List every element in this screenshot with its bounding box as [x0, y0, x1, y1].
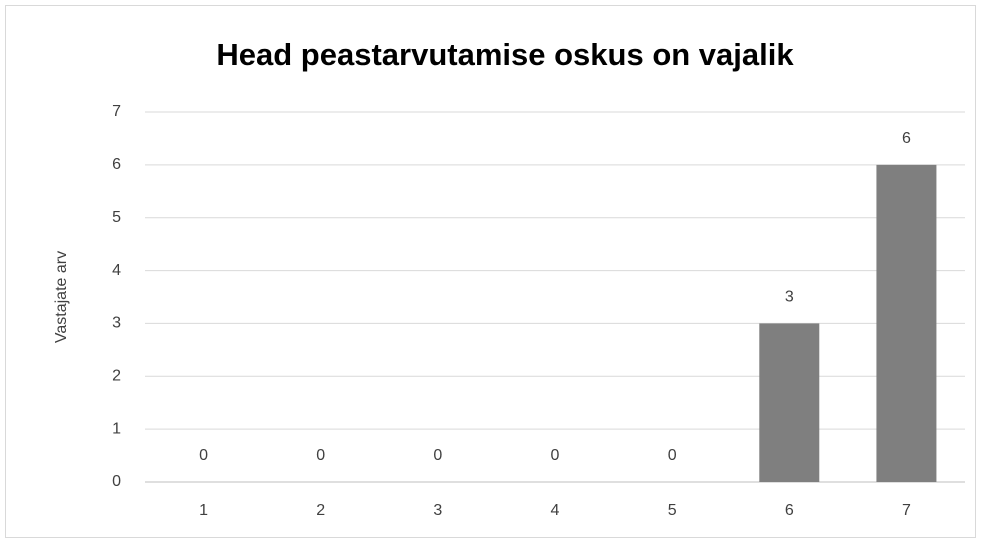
- data-label: 6: [902, 130, 911, 147]
- x-tick-label: 6: [785, 502, 794, 519]
- x-tick-label: 7: [902, 502, 911, 519]
- y-tick-label: 7: [112, 103, 121, 120]
- data-label: 0: [668, 447, 677, 464]
- y-tick-label: 3: [112, 315, 121, 332]
- y-tick-label: 4: [112, 262, 121, 279]
- x-tick-label: 5: [668, 502, 677, 519]
- chart-frame: [5, 5, 976, 538]
- data-label: 3: [785, 289, 794, 306]
- y-axis-title: Vastajate arv: [53, 251, 70, 343]
- x-tick-label: 2: [316, 502, 325, 519]
- y-tick-label: 6: [112, 156, 121, 173]
- y-tick-label: 0: [112, 473, 121, 490]
- chart-title: Head peastarvutamise oskus on vajalik: [216, 37, 794, 72]
- x-tick-label: 4: [551, 502, 560, 519]
- y-tick-label: 1: [112, 420, 121, 437]
- data-label: 0: [551, 447, 560, 464]
- bar: [876, 164, 937, 482]
- bar: [759, 323, 820, 482]
- y-tick-label: 5: [112, 209, 121, 226]
- x-tick-label: 1: [199, 502, 208, 519]
- x-tick-label: 3: [433, 502, 442, 519]
- data-label: 0: [433, 447, 442, 464]
- data-label: 0: [199, 447, 208, 464]
- data-label: 0: [316, 447, 325, 464]
- y-tick-label: 2: [112, 368, 121, 385]
